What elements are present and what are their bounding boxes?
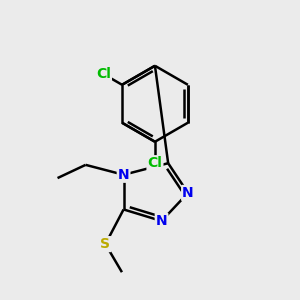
Text: S: S <box>100 237 110 251</box>
Text: N: N <box>182 186 194 200</box>
Text: Cl: Cl <box>148 156 162 170</box>
Text: Cl: Cl <box>96 67 111 81</box>
Text: N: N <box>156 214 167 228</box>
Text: N: N <box>118 168 129 182</box>
